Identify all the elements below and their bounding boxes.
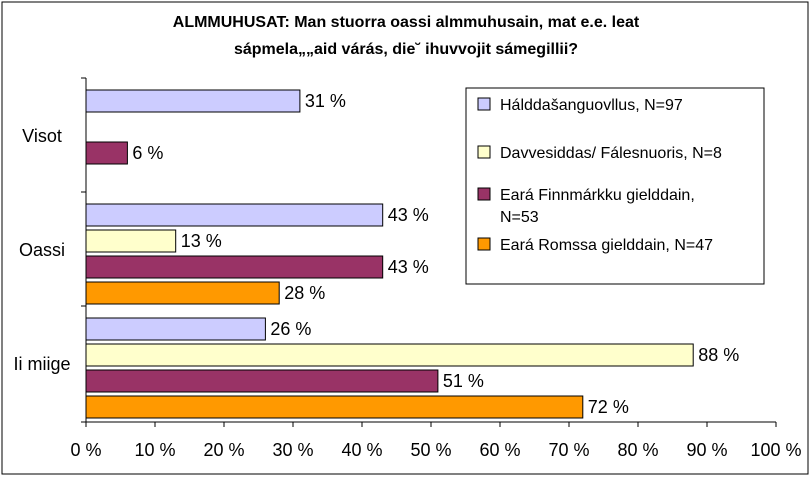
bar-value-label: 88 % [698,345,739,365]
x-tick-label: 60 % [479,440,520,460]
x-tick-label: 30 % [272,440,313,460]
bar [85,281,280,305]
legend-label: Hálddašanguovllus, N=97 [500,97,683,114]
bar-value-label: 43 % [388,205,429,225]
bar [85,369,439,393]
bar-value-label: 13 % [181,231,222,251]
legend-swatch [477,187,491,201]
bar-value-label: 43 % [388,257,429,277]
category-label: Ii miige [13,354,70,374]
x-tick-label: 50 % [410,440,451,460]
legend-swatch [477,237,491,251]
chart-title-line-1: ALMMUHUSAT: Man stuorra oassi almmuhusai… [173,14,640,31]
bar-value-label: 31 % [305,91,346,111]
x-tick-label: 0 % [70,440,101,460]
bar-value-label: 72 % [588,397,629,417]
bar [85,89,301,113]
x-tick-label: 80 % [617,440,658,460]
plot-area: 0 % 10 % 20 % 30 % 40 % 50 % 60 % 70 % 80 % 90 % 1… [13,77,802,460]
x-tick-label: 100 % [750,440,801,460]
legend-label: Eará Finnmárkku gielddain, N=53 [500,187,695,226]
legend-label-line: N=53 [500,209,539,226]
x-tick-label: 90 % [686,440,727,460]
bar [85,203,384,227]
bar [85,141,128,165]
x-tick-label: 20 % [203,440,244,460]
x-tick-label: 40 % [341,440,382,460]
x-tick-label: 10 % [134,440,175,460]
bar-value-label: 28 % [284,283,325,303]
chart-title-line-2: sápmela„„aid várás, die˘ ihuvvojit sámeg… [234,41,578,58]
category-label: Visot [22,126,62,146]
bar-value-label: 26 % [270,319,311,339]
bar [85,343,694,367]
legend-box [465,87,765,285]
legend-swatch [477,97,491,111]
x-tick-label: 70 % [548,440,589,460]
bar-value-label: 6 % [132,143,163,163]
category-label: Oassi [19,240,65,260]
legend-label: Davvesiddas/ Fálesnuoris, N=8 [500,145,722,162]
bar [85,317,266,341]
legend-label: Eará Romssa gielddain, N=47 [500,237,713,254]
legend-swatch [477,145,491,159]
legend: Hálddašanguovllus, N=97 Davvesiddas/ Fále… [465,87,765,285]
legend-label-line: Eará Finnmárkku gielddain, [500,187,695,204]
bar-value-label: 51 % [443,371,484,391]
bar [85,229,177,253]
bar [85,395,584,419]
bar [85,255,384,279]
